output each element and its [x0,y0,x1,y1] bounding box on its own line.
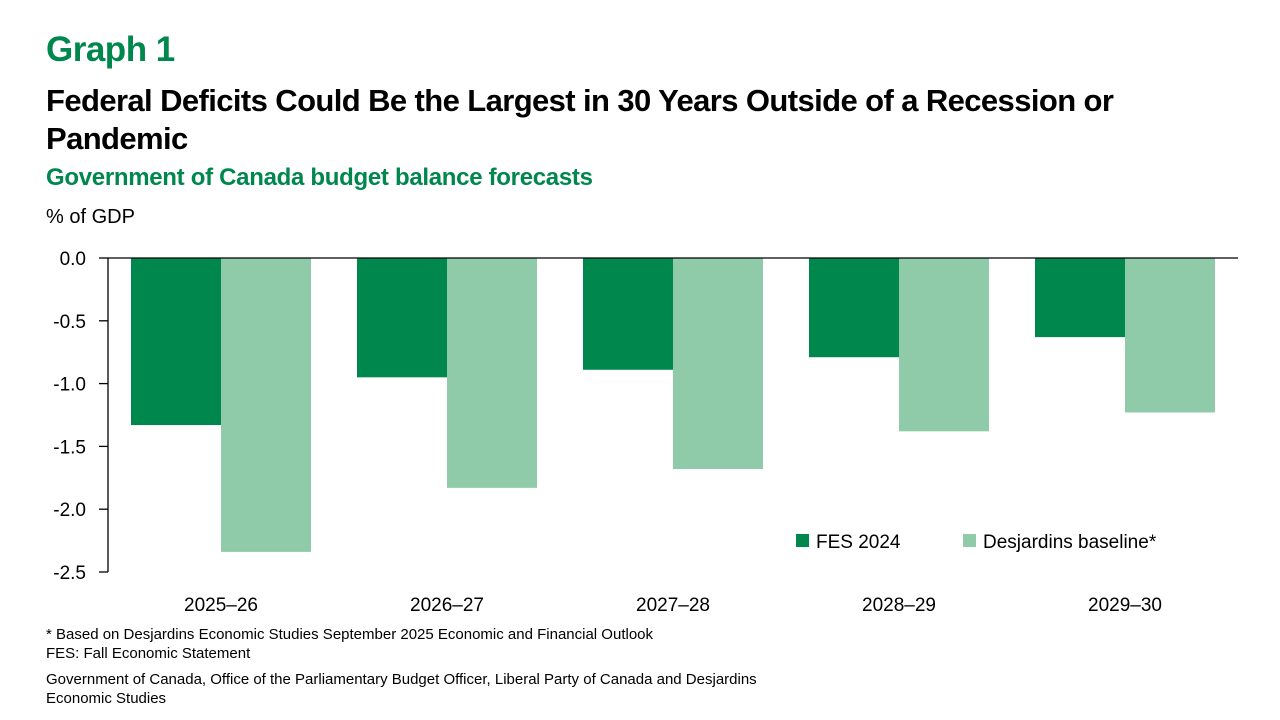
bar-fes-2024-1 [131,258,221,426]
axes-group [107,257,1238,572]
x-tick-label: 2025–26 [184,595,258,616]
y-ticks-group: 0.0 -0.5 -1.0 -1.5 -2.0 -2.5 [53,249,108,584]
x-tick-label: 2029–30 [1088,595,1162,616]
bar-desjardins-baseline-1 [221,258,311,552]
footnote-asterisk: * Based on Desjardins Economic Studies S… [46,626,654,643]
y-tick-label: -1.0 [53,375,86,396]
bar-desjardins-baseline-5 [1125,258,1215,413]
bars-group [131,258,1215,552]
x-tick-label: 2027–28 [636,595,710,616]
y-tick-label: 0.0 [60,249,86,270]
bar-desjardins-baseline-3 [673,258,763,470]
x-tick-label: 2028–29 [862,595,936,616]
y-tick-label: -2.5 [53,563,86,584]
source-line-1: Government of Canada, Office of the Parl… [46,671,757,688]
legend-label-desjardins-baseline: Desjardins baseline* [983,532,1157,553]
x-labels-group: 2025–26 2026–27 2027–28 2028–29 2029–30 [184,595,1162,616]
x-tick-label: 2026–27 [410,595,484,616]
source-line-2: Economic Studies [46,690,167,707]
chart-title: Federal Deficits Could Be the Largest in… [46,83,1114,156]
legend-swatch-fes-2024 [796,534,809,547]
bar-fes-2024-2 [357,258,447,378]
chart-subtitle: Government of Canada budget balance fore… [46,164,593,191]
bar-desjardins-baseline-4 [899,258,989,432]
bar-desjardins-baseline-2 [447,258,537,488]
legend: FES 2024 Desjardins baseline* [796,532,1157,553]
bar-fes-2024-3 [583,258,673,370]
y-tick-label: -2.0 [53,500,86,521]
legend-swatch-desjardins-baseline [963,534,976,547]
bar-fes-2024-5 [1035,258,1125,338]
bar-fes-2024-4 [809,258,899,358]
y-tick-label: -1.5 [53,437,86,458]
footnote-fes: FES: Fall Economic Statement [46,645,251,662]
legend-label-fes-2024: FES 2024 [816,532,901,553]
y-axis-unit: % of GDP [46,206,135,228]
graph-label: Graph 1 [46,30,175,69]
y-tick-label: -0.5 [53,312,86,333]
